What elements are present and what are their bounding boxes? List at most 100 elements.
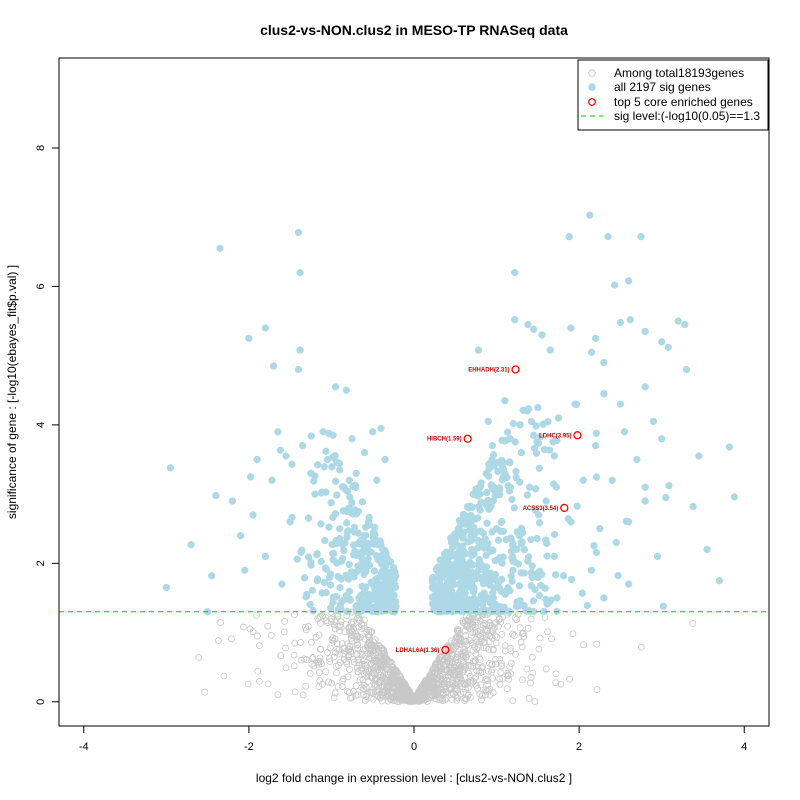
sig-gene-point	[360, 448, 369, 457]
sig-gene-point	[494, 579, 502, 588]
gene-point	[334, 683, 342, 691]
sig-gene-point	[533, 534, 541, 543]
sig-gene-point	[483, 501, 491, 510]
sig-gene-point	[328, 540, 336, 549]
sig-gene-point	[658, 338, 666, 346]
gene-point	[557, 680, 565, 688]
gene-point	[360, 691, 367, 699]
gene-point	[476, 655, 484, 663]
gene-point	[466, 637, 473, 645]
legend-entry-sig: all 2197 sig genes	[614, 80, 711, 94]
sig-gene-point	[317, 520, 325, 528]
sig-gene-point	[490, 483, 498, 492]
gene-point	[402, 696, 409, 704]
sig-gene-point	[452, 573, 460, 581]
sig-gene-point	[354, 507, 363, 516]
x-axis-label: log2 fold change in expression level : […	[256, 771, 572, 785]
gene-point	[336, 650, 344, 658]
sig-gene-point	[524, 557, 532, 565]
sig-gene-point	[333, 458, 341, 466]
sig-gene-point	[469, 490, 477, 498]
sig-gene-point	[527, 582, 535, 590]
sig-gene-point	[703, 545, 711, 554]
sig-gene-point	[346, 493, 354, 501]
sig-gene-point	[470, 530, 478, 538]
sig-gene-point	[342, 386, 350, 394]
sig-gene-point	[473, 571, 481, 579]
sig-gene-point	[288, 460, 296, 468]
sig-gene-point	[458, 556, 466, 564]
gene-point	[339, 677, 347, 685]
sig-gene-point	[488, 441, 497, 450]
gene-point	[434, 663, 442, 671]
sig-gene-point	[365, 561, 374, 570]
sig-gene-point	[305, 553, 313, 561]
sig-gene-point	[689, 502, 697, 511]
gene-point	[281, 617, 289, 625]
sig-gene-point	[276, 446, 285, 454]
gene-point	[282, 644, 289, 652]
gene-point	[435, 656, 443, 664]
sig-gene-point	[481, 535, 489, 543]
sig-gene-point	[503, 428, 512, 436]
gene-point	[367, 650, 374, 658]
sig-gene-point	[354, 562, 362, 570]
sig-gene-point	[665, 482, 673, 490]
sig-gene-point	[378, 607, 386, 615]
sig-gene-point	[326, 570, 335, 578]
sig-gene-point	[567, 518, 575, 526]
sig-gene-point	[565, 232, 573, 241]
sig-gene-point	[528, 562, 536, 570]
top-gene-point	[573, 431, 582, 440]
gene-point	[461, 681, 469, 689]
sig-gene-point	[486, 547, 494, 556]
sig-gene-point	[320, 463, 328, 471]
gene-point	[448, 676, 456, 683]
gene-point	[451, 638, 459, 646]
sig-gene-point	[322, 589, 330, 597]
sig-gene-point	[553, 436, 561, 445]
gene-point	[525, 694, 533, 702]
sig-gene-point	[383, 595, 391, 603]
gene-point	[368, 628, 376, 635]
sig-gene-point	[245, 334, 253, 343]
sig-gene-point	[261, 552, 270, 561]
gene-point	[486, 621, 494, 629]
sig-gene-point	[308, 586, 317, 594]
gene-point	[518, 643, 526, 651]
sig-gene-point	[600, 390, 608, 398]
sig-gene-point	[510, 504, 518, 512]
sig-gene-point	[616, 318, 625, 327]
gene-point	[348, 631, 356, 639]
sig-gene-point	[502, 436, 510, 444]
sig-gene-point	[530, 444, 539, 452]
gene-point	[264, 680, 272, 688]
sig-gene-point	[567, 575, 576, 584]
gene-point	[329, 637, 337, 645]
gene-point	[462, 695, 470, 703]
gene-point	[291, 688, 299, 696]
sig-gene-point	[625, 518, 633, 526]
gene-point	[365, 639, 373, 646]
gene-point	[362, 661, 370, 669]
gene-point	[452, 680, 459, 688]
gene-point	[333, 640, 341, 648]
sig-gene-point	[591, 441, 600, 450]
sig-gene-point	[476, 527, 485, 535]
gene-point	[536, 634, 544, 642]
sig-gene-point	[436, 592, 445, 600]
gene-point	[380, 653, 388, 661]
sig-gene-point	[380, 587, 389, 595]
sig-gene-point	[319, 428, 327, 436]
sig-gene-point	[459, 564, 467, 572]
gene-point	[322, 668, 330, 675]
sig-gene-point	[321, 536, 329, 545]
sig-gene-point	[373, 476, 381, 484]
gene-point	[304, 623, 312, 630]
sig-gene-point	[307, 432, 315, 440]
top-genes-layer: EHHADH(2.31) HIBCH(1.59) LDHC(3.95) ACSS3(3…	[396, 365, 582, 655]
sig-gene-point	[335, 606, 343, 614]
sig-gene-point	[329, 549, 337, 558]
gene-point	[569, 630, 577, 638]
gene-point	[516, 624, 524, 631]
